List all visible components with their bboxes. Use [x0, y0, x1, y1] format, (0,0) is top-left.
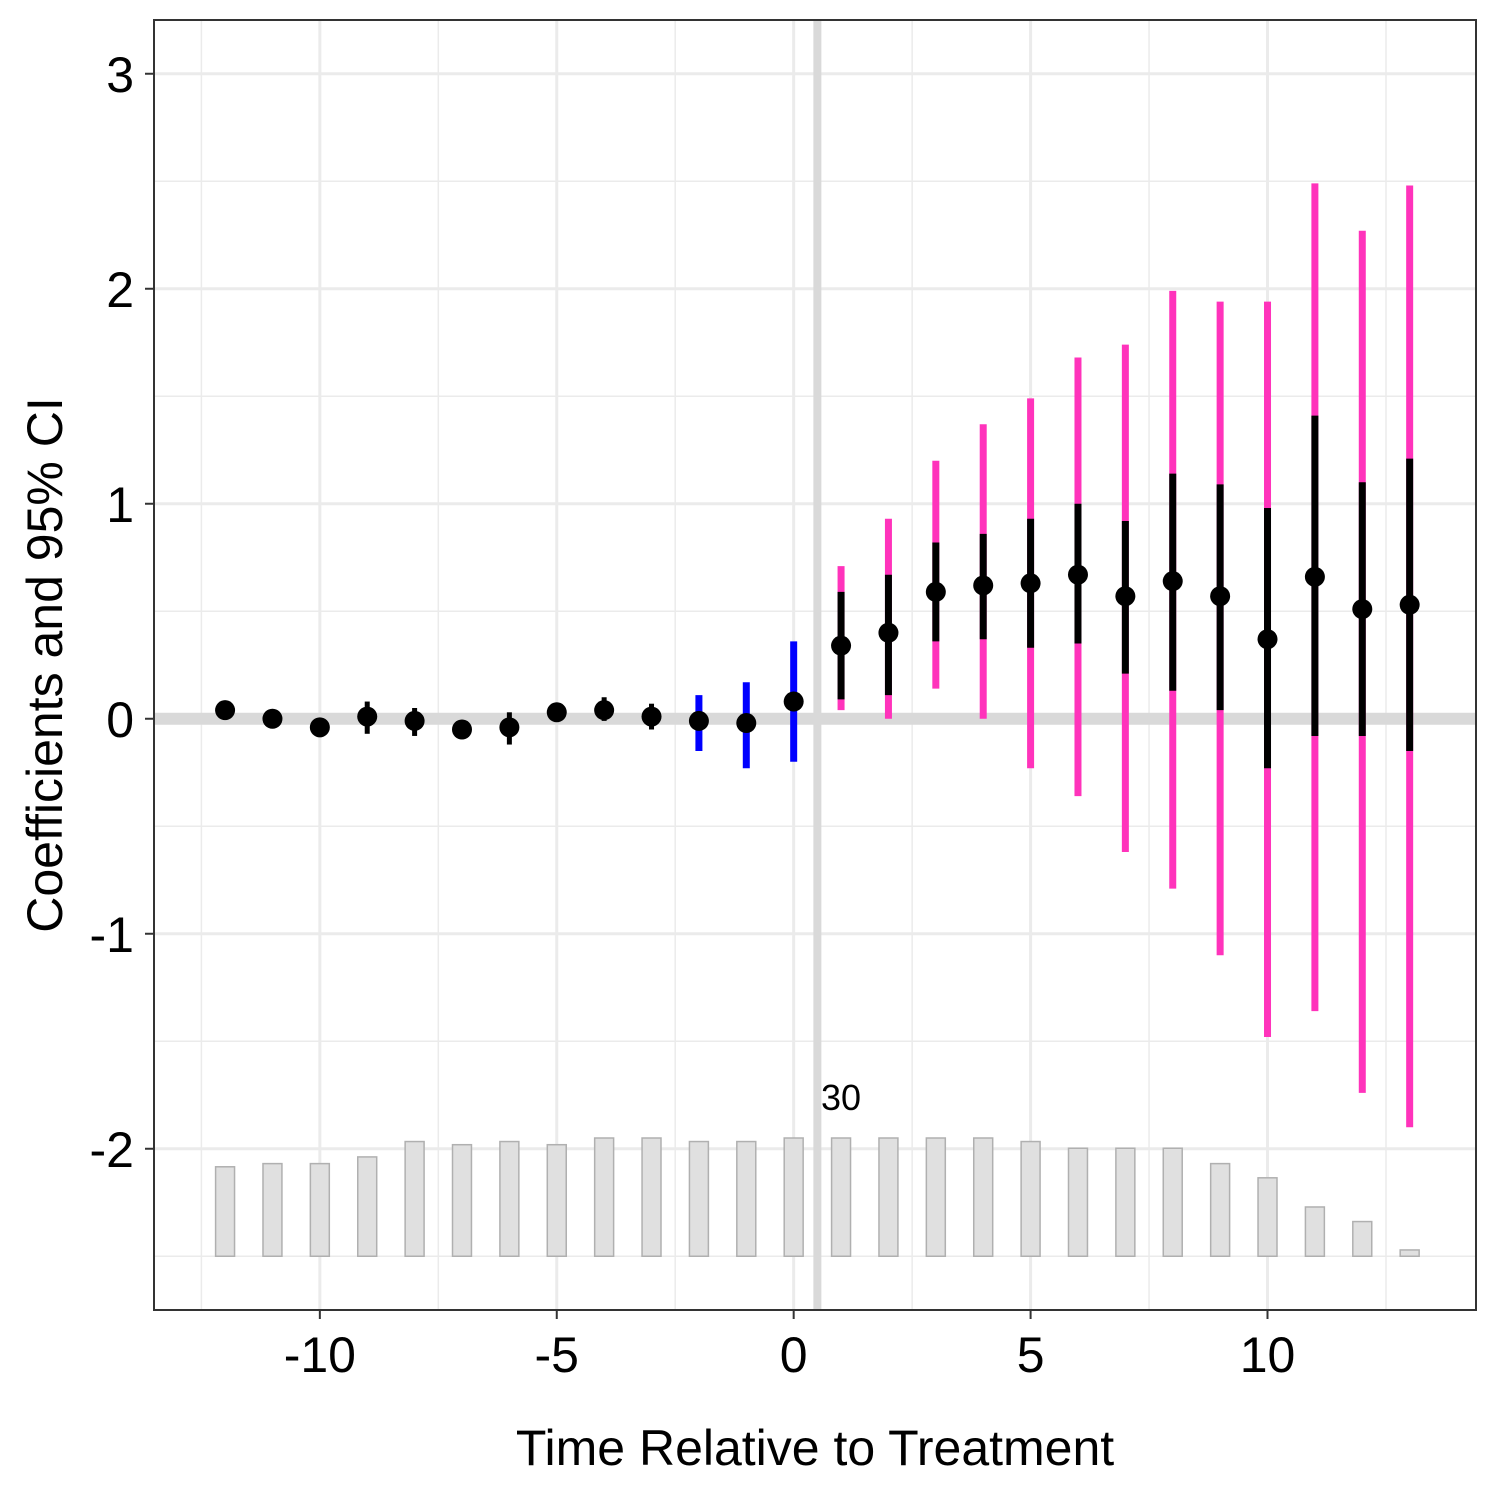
coefficient-point: [1304, 566, 1325, 587]
histogram-bar: [1162, 1147, 1183, 1257]
x-axis-title: Time Relative to Treatment: [516, 1420, 1114, 1476]
coefficient-point: [451, 719, 472, 740]
histogram-bar: [451, 1143, 473, 1257]
coefficient-point: [1067, 564, 1088, 585]
histogram-bar: [641, 1137, 662, 1257]
histogram-bar: [736, 1140, 757, 1257]
coefficient-point: [1020, 573, 1041, 594]
histogram-bar: [1399, 1249, 1420, 1258]
coefficient-marks: [215, 183, 1420, 1128]
y-tick-label: 3: [106, 47, 134, 103]
histogram-bar: [1304, 1206, 1326, 1257]
histogram-bar: [1352, 1220, 1373, 1258]
histogram-bar: [1257, 1177, 1278, 1257]
histogram-bar: [972, 1137, 994, 1257]
y-tick-label: 1: [106, 477, 134, 533]
histogram-bar: [593, 1137, 615, 1257]
histogram-bar: [309, 1162, 331, 1258]
x-tick-label: -5: [535, 1327, 579, 1383]
histogram-bar: [830, 1137, 852, 1257]
histogram-bar: [925, 1137, 947, 1257]
y-tick-label: -2: [90, 1122, 134, 1178]
y-tick-label: -1: [90, 907, 134, 963]
coefficient-point: [1210, 586, 1231, 607]
x-tick-label: 0: [780, 1327, 808, 1383]
histogram-bar: [214, 1166, 236, 1257]
coefficient-point: [688, 710, 709, 731]
coefficient-point: [878, 622, 899, 643]
coefficient-point: [1399, 594, 1420, 615]
coefficient-point: [1162, 571, 1183, 592]
coefficient-point: [831, 635, 852, 656]
histogram-bar: [1067, 1147, 1089, 1257]
coefficient-point: [1352, 599, 1373, 620]
coefficient-point: [404, 710, 425, 731]
histogram-max-label: 30: [821, 1077, 861, 1118]
coefficient-point: [736, 713, 757, 734]
x-tick-label: 10: [1240, 1327, 1296, 1383]
histogram-bar: [546, 1143, 567, 1257]
coefficient-point: [309, 717, 330, 738]
coefficient-point: [1115, 586, 1136, 607]
histogram-bar: [1209, 1162, 1231, 1258]
coefficient-point: [1257, 629, 1278, 650]
x-tick-label: -10: [284, 1327, 356, 1383]
histogram-bar: [262, 1162, 283, 1258]
histogram-bar: [499, 1140, 520, 1257]
x-tick-label: 5: [1017, 1327, 1045, 1383]
histogram-bar: [1020, 1140, 1041, 1257]
coefficient-point: [499, 717, 520, 738]
panel-border: [153, 19, 1477, 1311]
coefficient-point: [641, 706, 662, 727]
y-tick-label: 2: [106, 262, 134, 318]
histogram-bar: [783, 1137, 804, 1257]
coefficient-point: [357, 706, 378, 727]
coefficient-point: [215, 700, 236, 721]
coefficient-point: [594, 700, 615, 721]
y-axis-title: Coefficients and 95% CI: [17, 397, 73, 933]
histogram-bar: [356, 1156, 378, 1258]
histogram-bar: [878, 1137, 899, 1257]
count-histogram: [214, 1137, 1420, 1258]
histogram-bar: [1115, 1147, 1136, 1257]
coefficient-point: [262, 708, 283, 729]
coefficient-point: [973, 575, 994, 596]
coefficient-point: [783, 691, 804, 712]
histogram-bar: [688, 1140, 710, 1257]
histogram-bar: [404, 1140, 425, 1257]
coefficient-point: [546, 702, 567, 723]
coefficient-point: [925, 581, 946, 602]
y-tick-label: 0: [106, 692, 134, 748]
